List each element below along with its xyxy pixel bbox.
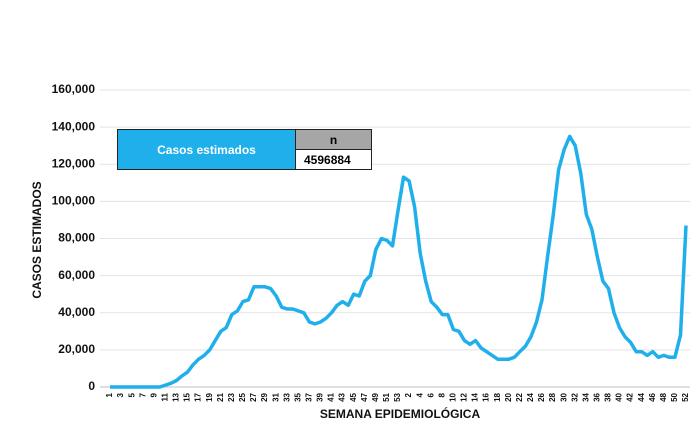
x-tick-label: 35 — [293, 392, 302, 401]
table-label: Casos estimados — [117, 129, 296, 170]
x-tick-label: 49 — [371, 392, 380, 401]
x-tick-label: 26 — [537, 392, 546, 401]
x-tick-label: 24 — [526, 392, 535, 401]
x-tick-label: 32 — [570, 392, 579, 401]
x-tick-label: 22 — [515, 392, 524, 401]
y-axis-title: CASOS ESTIMADOS — [30, 181, 44, 298]
x-tick-label: 25 — [238, 392, 247, 401]
x-tick-label: 7 — [138, 392, 147, 397]
x-tick-label: 36 — [592, 392, 601, 401]
y-tick-label: 160,000 — [52, 82, 96, 96]
x-tick-label: 11 — [160, 392, 169, 401]
table-value: 4596884 — [296, 150, 372, 170]
x-tick-label: 15 — [183, 392, 192, 401]
x-tick-label: 31 — [271, 392, 280, 401]
x-tick-label: 50 — [670, 392, 679, 401]
x-tick-label: 43 — [338, 392, 347, 401]
x-tick-label: 20 — [504, 392, 513, 401]
x-tick-label: 6 — [426, 392, 435, 397]
x-tick-label: 52 — [681, 392, 690, 401]
y-tick-label: 0 — [88, 379, 95, 393]
table-header: n — [296, 129, 372, 150]
x-tick-label: 53 — [393, 392, 402, 401]
x-tick-label: 29 — [260, 392, 269, 401]
x-tick-label: 34 — [581, 392, 590, 401]
x-tick-label: 47 — [360, 392, 369, 401]
series-line — [110, 134, 688, 389]
x-tick-label: 17 — [194, 392, 203, 401]
x-tick-label: 12 — [460, 392, 469, 401]
x-tick-label: 16 — [482, 392, 491, 401]
y-tick-label: 80,000 — [58, 231, 95, 245]
x-tick-label: 33 — [282, 392, 291, 401]
y-tick-label: 120,000 — [52, 156, 96, 170]
x-tick-label: 3 — [116, 392, 125, 397]
x-tick-label: 18 — [493, 392, 502, 401]
table-column: n 4596884 — [296, 129, 372, 170]
y-tick-label: 140,000 — [52, 119, 96, 133]
x-axis-title: SEMANA EPIDEMIOLÓGICA — [320, 406, 481, 421]
x-tick-label: 5 — [127, 392, 136, 397]
x-tick-label: 28 — [548, 392, 557, 401]
x-tick-label: 48 — [659, 392, 668, 401]
x-tick-label: 51 — [382, 392, 391, 401]
x-tick-label: 40 — [615, 392, 624, 401]
y-tick-label: 60,000 — [58, 268, 95, 282]
x-tick-label: 21 — [216, 392, 225, 401]
x-tick-label: 46 — [648, 392, 657, 401]
x-tick-label: 4 — [415, 392, 424, 397]
x-tick-label: 13 — [172, 392, 181, 401]
x-tick-label: 19 — [205, 392, 214, 401]
x-tick-label: 44 — [637, 392, 646, 401]
x-tick-label: 38 — [604, 392, 613, 401]
x-tick-label: 30 — [559, 392, 568, 401]
x-tick-label: 42 — [626, 392, 635, 401]
x-tick-label: 14 — [471, 392, 480, 401]
x-tick-label: 2 — [404, 392, 413, 397]
x-tick-label: 23 — [227, 392, 236, 401]
y-tick-label: 100,000 — [52, 194, 96, 208]
x-tick-label: 45 — [349, 392, 358, 401]
x-tick-label: 37 — [304, 392, 313, 401]
x-tick-label: 8 — [437, 392, 446, 397]
x-tick-label: 9 — [149, 392, 158, 397]
x-tick-label: 10 — [448, 392, 457, 401]
x-tick-label: 27 — [249, 392, 258, 401]
x-tick-label: 1 — [105, 392, 114, 397]
summary-table: Casos estimados n 4596884 — [117, 129, 372, 170]
x-tick-label: 41 — [327, 392, 336, 401]
x-tick-label: 39 — [316, 392, 325, 401]
y-tick-label: 20,000 — [58, 342, 95, 356]
y-tick-label: 40,000 — [58, 305, 95, 319]
